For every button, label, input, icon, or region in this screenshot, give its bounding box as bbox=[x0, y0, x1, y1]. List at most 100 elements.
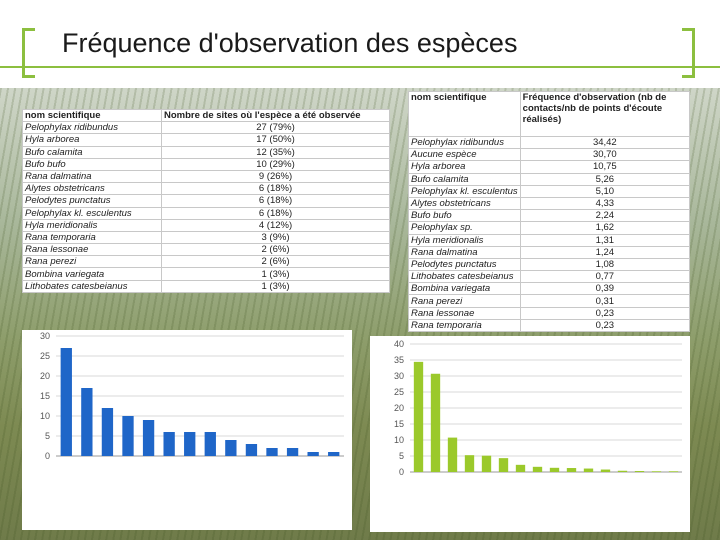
table-row: Pelophylax sp. 1,62 bbox=[408, 221, 691, 235]
y-tick-label: 20 bbox=[394, 403, 404, 413]
y-tick-label: 35 bbox=[394, 355, 404, 365]
table-row: Rana temporaria 0,23 bbox=[408, 318, 691, 333]
table-row: Rana lessonae 0,23 bbox=[408, 306, 691, 320]
table-row: Bufo bufo 10 (29%) bbox=[22, 157, 390, 171]
value-cell: 10 (29%) bbox=[161, 157, 390, 171]
bar-11 bbox=[600, 469, 611, 472]
value-cell: 1,62 bbox=[519, 221, 691, 235]
table-row: Rana dalmatina 1,24 bbox=[408, 245, 691, 259]
species-name-cell: Rana perezi bbox=[22, 255, 162, 269]
bar-11 bbox=[286, 448, 299, 456]
bar-0 bbox=[60, 348, 72, 456]
species-name-cell: Rana lessonae bbox=[408, 306, 521, 320]
bar-12 bbox=[307, 452, 319, 456]
species-name-cell: Pelodytes punctatus bbox=[22, 194, 162, 208]
table-row: Bufo calamita 12 (35%) bbox=[22, 145, 390, 159]
bar-7 bbox=[204, 432, 216, 456]
species-name-cell: Pelodytes punctatus bbox=[408, 257, 521, 272]
bar-13 bbox=[328, 452, 340, 456]
y-tick-label: 30 bbox=[394, 371, 404, 381]
species-name-cell: Lithobates catesbeianus bbox=[408, 270, 521, 284]
bar-3 bbox=[122, 416, 134, 456]
value-cell: 5,26 bbox=[519, 172, 691, 186]
y-tick-label: 10 bbox=[40, 411, 50, 421]
species-name-cell: Pelophylax kl. esculentus bbox=[408, 184, 521, 198]
y-tick-label: 25 bbox=[40, 351, 50, 361]
frequency-table-body: Pelophylax ridibundus 34,42 Aucune espèce 3… bbox=[408, 135, 691, 333]
bar-15 bbox=[668, 471, 679, 472]
bar-1 bbox=[81, 388, 93, 456]
column-header-species: nom scientifique bbox=[408, 91, 521, 137]
table-row: Rana perezi 2 (6%) bbox=[22, 255, 390, 269]
species-name-cell: Pelophylax sp. bbox=[408, 221, 521, 235]
species-name-cell: Rana perezi bbox=[408, 294, 521, 308]
y-tick-label: 0 bbox=[45, 451, 50, 461]
value-cell: 1 (3%) bbox=[161, 279, 390, 293]
species-name-cell: Rana dalmatina bbox=[408, 245, 521, 259]
table-row: Pelodytes punctatus 6 (18%) bbox=[22, 194, 390, 208]
table-row: Pelodytes punctatus 1,08 bbox=[408, 257, 691, 272]
bar-9 bbox=[245, 444, 258, 456]
species-name-cell: Alytes obstetricans bbox=[408, 196, 521, 211]
table-row: Hyla meridionalis 1,31 bbox=[408, 233, 691, 247]
bar-4 bbox=[142, 420, 155, 456]
value-cell: 2 (6%) bbox=[161, 243, 390, 257]
value-cell: 0,31 bbox=[519, 294, 691, 308]
species-name-cell: Bufo bufo bbox=[408, 209, 521, 223]
value-cell: 6 (18%) bbox=[161, 206, 390, 220]
bar-12 bbox=[617, 470, 628, 472]
bar-10 bbox=[266, 448, 278, 456]
bar-13 bbox=[634, 471, 645, 472]
bar-8 bbox=[549, 467, 560, 472]
value-cell: 4 (12%) bbox=[161, 218, 390, 232]
species-name-cell: Hyla meridionalis bbox=[22, 218, 162, 232]
table-row: Aucune espèce 30,70 bbox=[408, 148, 691, 162]
value-cell: 5,10 bbox=[519, 184, 691, 198]
species-name-cell: Pelophylax ridibundus bbox=[22, 121, 162, 135]
table-row: Bombina variegata 1 (3%) bbox=[22, 267, 390, 281]
value-cell: 30,70 bbox=[519, 148, 691, 162]
table-row: Lithobates catesbeianus 1 (3%) bbox=[22, 279, 390, 293]
slide-title: Fréquence d'observation des espèces bbox=[62, 28, 518, 58]
species-name-cell: Bufo bufo bbox=[22, 157, 162, 171]
table-row: Rana lessonae 2 (6%) bbox=[22, 243, 390, 257]
table-row: Pelophylax ridibundus 34,42 bbox=[408, 135, 691, 150]
table-row: Alytes obstetricans 6 (18%) bbox=[22, 182, 390, 196]
value-cell: 27 (79%) bbox=[161, 121, 390, 135]
value-cell: 0,77 bbox=[519, 270, 691, 284]
title-bar: Fréquence d'observation des espèces bbox=[0, 0, 720, 88]
species-name-cell: Bufo calamita bbox=[22, 145, 162, 159]
species-name-cell: Rana dalmatina bbox=[22, 169, 162, 184]
bar-0 bbox=[413, 361, 424, 472]
bar-5 bbox=[498, 458, 509, 472]
column-header-sites: Nombre de sites où l'espèce a été observ… bbox=[161, 108, 390, 123]
value-cell: 1,24 bbox=[519, 245, 691, 259]
y-tick-label: 0 bbox=[399, 467, 404, 477]
y-tick-label: 15 bbox=[394, 419, 404, 429]
value-cell: 17 (50%) bbox=[161, 133, 390, 147]
species-name-cell: Bufo calamita bbox=[408, 172, 521, 186]
table-row: Rana temporaria 3 (9%) bbox=[22, 230, 390, 245]
value-cell: 0,23 bbox=[519, 306, 691, 320]
y-tick-label: 5 bbox=[45, 431, 50, 441]
table-row: Bufo bufo 2,24 bbox=[408, 209, 691, 223]
y-tick-label: 20 bbox=[40, 371, 50, 381]
value-cell: 12 (35%) bbox=[161, 145, 390, 159]
bar-7 bbox=[532, 466, 543, 472]
frequency-bar-chart-panel: 0 5 10 15 20 25 30 35 40 bbox=[370, 336, 690, 532]
table-row: Rana perezi 0,31 bbox=[408, 294, 691, 308]
sites-bar-chart: 0 5 10 15 20 25 30 bbox=[40, 331, 344, 461]
bar-9 bbox=[566, 468, 577, 472]
y-tick-label: 30 bbox=[40, 331, 50, 341]
species-name-cell: Hyla arborea bbox=[22, 133, 162, 147]
sites-bar-chart-panel: 0 5 10 15 20 25 30 bbox=[22, 330, 352, 530]
table-row: Pelophylax ridibundus 27 (79%) bbox=[22, 121, 390, 135]
table-row: Bufo calamita 5,26 bbox=[408, 172, 691, 186]
species-name-cell: Rana temporaria bbox=[22, 230, 162, 245]
y-tick-label: 25 bbox=[394, 387, 404, 397]
table-header-row: nom scientifique Fréquence d'observation… bbox=[408, 91, 691, 137]
table-row: Pelophylax kl. esculentus 5,10 bbox=[408, 184, 691, 198]
species-name-cell: Rana lessonae bbox=[22, 243, 162, 257]
table-row: Pelophylax kl. esculentus 6 (18%) bbox=[22, 206, 390, 220]
table-row: Rana dalmatina 9 (26%) bbox=[22, 169, 390, 184]
